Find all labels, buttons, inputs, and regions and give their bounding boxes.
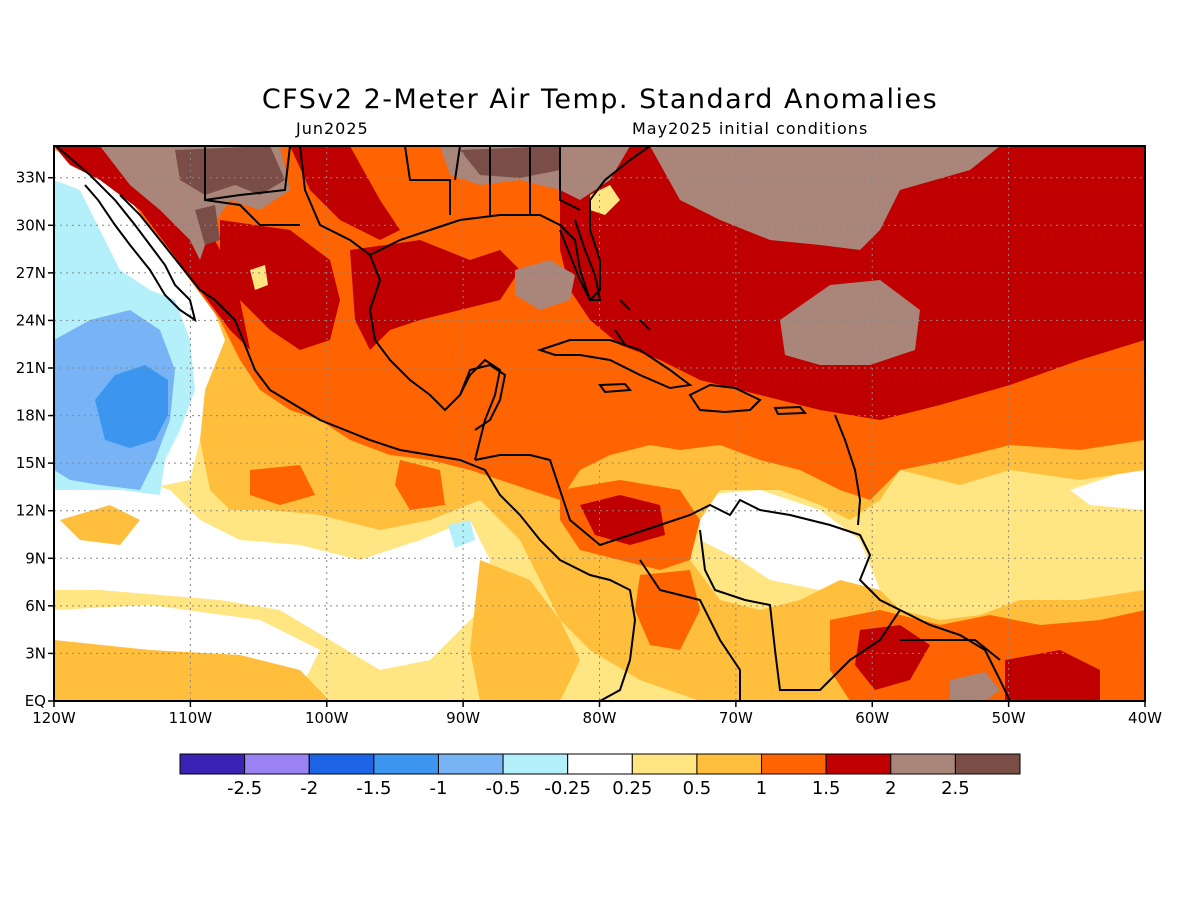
anomaly-band-near-zero [1070,465,1145,510]
colorbar-swatch [308,753,375,775]
colorbar-swatch [890,753,956,775]
lon-tick-label: 100W [305,709,349,727]
colorbar-swatch [761,753,827,775]
colorbar-label: 0.25 [612,778,652,799]
lon-tick-label: 90W [446,709,480,727]
anomaly-band-1.5-2 [580,495,665,545]
colorbar-swatch [437,753,504,775]
anomaly-band-1-1.5 [250,465,315,505]
colorbar-swatch [244,753,310,775]
lat-tick-label: 21N [16,359,46,377]
lon-tick-label: 110W [169,709,213,727]
colorbar-swatch [696,753,763,775]
lat-tick-label: 18N [16,407,46,425]
colorbar-swatch [825,753,892,775]
lat-tick-label: 12N [16,502,46,520]
lon-tick-label: 40W [1128,709,1162,727]
anomaly-band-0.5-1 [60,505,140,545]
colorbar-label: 1 [756,778,767,799]
anomaly-band-1-1.5 [395,460,445,510]
colorbar-swatch [631,753,698,775]
anomaly-band-above-2.5 [195,205,220,245]
lat-tick-label: 6N [25,597,46,615]
lon-tick-label: 120W [32,709,76,727]
colorbar-swatch [954,753,1021,775]
anomaly-band-neg-0.25 [448,520,475,548]
lat-tick-label: EQ [25,692,46,710]
anomaly-band-0.5-1 [470,560,580,701]
lon-tick-label: 80W [583,709,617,727]
anomaly-band-neg-1 [95,365,168,448]
lon-tick-label: 70W [719,709,753,727]
axis-ticks [48,176,1146,707]
lon-tick-label: 60W [855,709,889,727]
lat-tick-label: 9N [25,549,46,567]
anomaly-band-1.5-2 [855,625,930,690]
anomaly-band-1.5-2 [220,220,340,350]
colorbar-label: -1 [429,778,447,799]
anomaly-band-above-2.5 [460,146,560,178]
colorbar [179,753,1021,775]
coastlines [55,146,1011,701]
anomaly-band-above-2.5 [175,146,285,195]
lat-tick-label: 30N [16,216,46,234]
initial-conditions-label: May2025 initial conditions [632,119,869,138]
colorbar-label: -0.5 [486,778,521,799]
colorbar-swatch [179,753,246,775]
anomaly-band-2-2.5 [780,280,920,365]
colorbar-label: -2 [300,778,318,799]
colorbar-swatch [567,753,633,775]
colorbar-swatch [502,753,569,775]
lon-tick-label: 50W [992,709,1026,727]
anomaly-band-0.5-1 [54,640,330,701]
colorbar-label: 1.5 [812,778,841,799]
anomaly-band-near-zero [54,470,490,670]
anomaly-band-1.5-2 [350,240,520,350]
anomaly-band-1.5-2 [1005,650,1100,701]
lat-tick-label: 3N [25,644,46,662]
anomaly-band-0.25-0.5 [590,185,620,215]
colorbar-label: 2.5 [941,778,970,799]
anomaly-band-0.25-0.5 [250,265,268,290]
colorbar-label: 0.5 [683,778,712,799]
colorbar-label: 2 [885,778,896,799]
colorbar-label: -2.5 [227,778,262,799]
chart-title: CFSv2 2-Meter Air Temp. Standard Anomali… [261,84,939,115]
lat-tick-label: 24N [16,311,46,329]
colorbar-labels: -2.5 -2 -1.5 -1 -0.5 -0.25 0.25 0.5 1 1.5 2 2.5 [227,778,970,799]
colorbar-label: -1.5 [356,778,391,799]
colorbar-label: -0.25 [544,778,591,799]
anomaly-band-2-2.5 [950,672,1000,701]
lat-tick-label: 27N [16,264,46,282]
axis-labels: 120W 110W 100W 90W 80W 70W 60W 50W 40W EQ 3N 6N 9N 12… [16,169,1162,727]
lat-tick-label: 15N [16,454,46,472]
forecast-month: Jun2025 [296,119,369,138]
lat-tick-label: 33N [16,169,46,187]
colorbar-swatch [373,753,439,775]
anomaly-band-near-zero [700,490,880,610]
anomaly-band-1.5-2 [290,146,400,240]
anomaly-band-1-1.5 [635,570,700,650]
anomaly-band-2-2.5 [650,146,1000,250]
